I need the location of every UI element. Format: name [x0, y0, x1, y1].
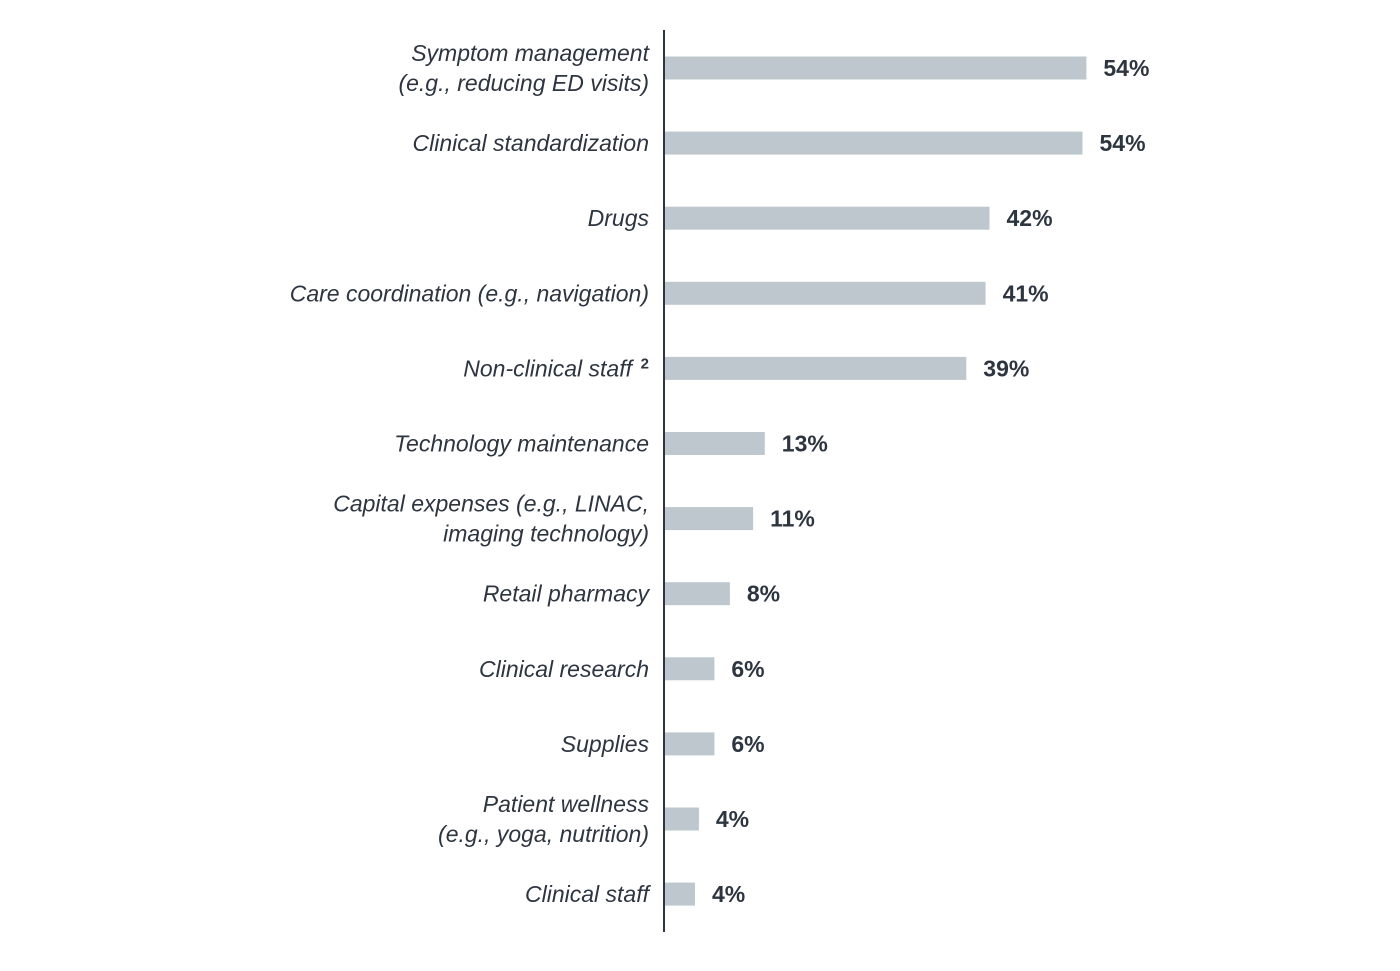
- bar-clinical-research: [664, 657, 715, 681]
- category-label-capital-expenses-e-g-linac: Capital expenses (e.g., LINAC, imaging te…: [333, 491, 649, 547]
- bar-retail-pharmacy: [664, 582, 730, 606]
- category-label-technology-maintenance: Technology maintenance: [394, 431, 649, 457]
- category-label-line: Patient wellness: [483, 791, 650, 817]
- category-label-care-coordination-e-g-navigation: Care coordination (e.g., navigation): [290, 280, 649, 306]
- bar-clinical-standardization: [664, 131, 1083, 155]
- category-label-line: Care coordination (e.g., navigation): [290, 280, 649, 306]
- category-label-retail-pharmacy: Retail pharmacy: [483, 581, 651, 607]
- category-label-line: (e.g., yoga, nutrition): [438, 821, 649, 847]
- category-label-line: Clinical staff: [525, 881, 652, 907]
- bar-capital-expenses-e-g-linac: [664, 507, 754, 531]
- value-labels-group: 54% 54% 42% 41% 39% 13% 11% 8% 6% 6% 4% 4%: [712, 55, 1149, 907]
- bar-clinical-staff: [664, 882, 695, 906]
- category-label-clinical-staff: Clinical staff: [525, 881, 652, 907]
- category-label-drugs: Drugs: [588, 205, 650, 231]
- category-label-line: (e.g., reducing ED visits): [398, 70, 649, 96]
- value-label-retail-pharmacy: 8%: [747, 581, 780, 607]
- value-label-care-coordination-e-g-navigation: 41%: [1003, 280, 1049, 306]
- category-label-line: Drugs: [588, 205, 650, 231]
- category-label-line: Clinical research: [479, 656, 649, 682]
- bar-supplies: [664, 732, 715, 756]
- category-label-non-clinical-staff: Non-clinical staff: [463, 355, 634, 381]
- value-label-supplies: 6%: [731, 731, 764, 757]
- category-label-supplies: Supplies: [561, 731, 650, 757]
- bar-non-clinical-staff: [664, 356, 967, 380]
- value-label-technology-maintenance: 13%: [782, 431, 828, 457]
- value-label-capital-expenses-e-g-linac: 11%: [770, 506, 815, 532]
- bar-technology-maintenance: [664, 432, 765, 455]
- category-label-line: Retail pharmacy: [483, 581, 651, 607]
- category-label-patient-wellness: Patient wellness (e.g., yoga, nutrition): [438, 791, 649, 847]
- category-label-clinical-standardization: Clinical standardization: [412, 130, 649, 156]
- value-label-symptom-management: 54%: [1103, 55, 1149, 81]
- category-label-line: Clinical standardization: [412, 130, 649, 156]
- category-label-line: Technology maintenance: [394, 431, 649, 457]
- value-label-clinical-research: 6%: [731, 656, 764, 682]
- category-labels-group: Symptom management (e.g., reducing ED vis…: [290, 40, 652, 907]
- value-label-clinical-staff: 4%: [712, 881, 745, 907]
- category-label-line: Symptom management: [411, 40, 650, 66]
- footnote-superscript: 2: [641, 355, 649, 372]
- bar-drugs: [664, 206, 990, 230]
- category-label-line: Supplies: [561, 731, 650, 757]
- bar-care-coordination-e-g-navigation: [664, 281, 986, 305]
- bars-group: [664, 56, 1087, 906]
- category-label-clinical-research: Clinical research: [479, 656, 649, 682]
- value-label-patient-wellness: 4%: [716, 806, 749, 832]
- value-label-drugs: 42%: [1007, 205, 1053, 231]
- bar-symptom-management: [664, 56, 1087, 80]
- category-label-line: imaging technology): [443, 521, 649, 547]
- value-label-non-clinical-staff: 39%: [983, 355, 1029, 381]
- category-label-line: Non-clinical staff: [463, 355, 634, 381]
- category-label-symptom-management: Symptom management (e.g., reducing ED vis…: [398, 40, 650, 96]
- value-label-clinical-standardization: 54%: [1100, 130, 1146, 156]
- bar-patient-wellness: [664, 807, 699, 831]
- category-label-line: Capital expenses (e.g., LINAC,: [333, 491, 649, 517]
